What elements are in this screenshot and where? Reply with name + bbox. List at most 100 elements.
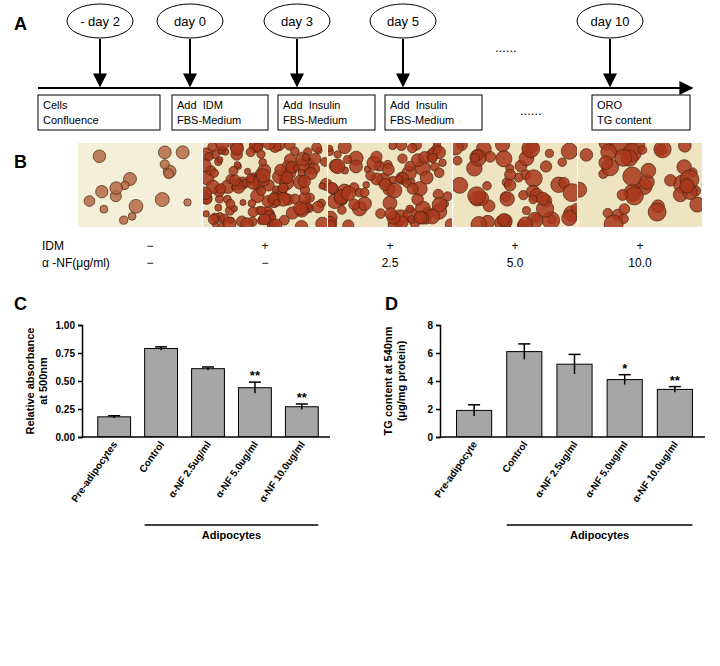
y-tick: 1.00 [56,320,82,331]
figure: ABCD- day 2CellsConfluenceday 0Add IDMFB… [0,0,720,666]
lipid-droplet [382,164,394,176]
y-tick-label: 2 [427,404,433,415]
y-axis-title: TG content at 540nm [382,326,394,435]
timeline-axis [38,87,692,89]
step-arrow [402,39,404,86]
x-axis: Pre-adipocyteControlα-NF 2.5ug/mlα-NF 5.… [432,437,705,504]
lipid-droplet [414,211,426,223]
lipid-droplet [244,168,250,174]
lipid-droplet [184,199,191,206]
y-tick-mark [78,409,82,411]
step-arrow [296,39,298,86]
error-bar-stem [254,382,256,393]
lipid-droplet [270,214,276,220]
lipid-droplet [281,172,293,184]
lipid-droplet [270,219,282,227]
lipid-droplet [158,146,171,159]
panel-label: B [14,152,27,172]
lipid-droplet [210,169,218,177]
lipid-droplet [240,199,246,205]
row-label: IDM [42,239,64,253]
lipid-droplet [257,169,271,183]
lipid-droplet [231,143,244,155]
lipid-droplet [471,153,480,162]
lipid-droplet [312,143,322,152]
day-label: day 10 [590,14,629,29]
lipid-droplet [328,216,337,227]
day-oval [370,4,436,38]
lipid-droplet [407,183,418,194]
micrograph-background [78,143,202,227]
error-bar [518,344,530,359]
lipid-droplet [679,143,692,152]
lipid-droplet [496,151,512,167]
micrograph-background [453,143,577,227]
step-arrow [99,39,101,86]
lipid-droplet [389,143,397,150]
error-bar-stem [624,375,626,385]
lipid-droplet [155,193,169,207]
row-value: + [636,239,643,253]
x-tick-label: α-NF 10.0ug/ml [257,439,307,504]
day-oval [157,4,223,38]
lipid-droplet [312,201,324,213]
error-bar-cap [155,346,167,348]
lipid-droplet [290,194,300,204]
lipid-droplet [234,162,241,169]
day-label: day 5 [387,14,419,29]
lipid-droplet [428,153,438,163]
y-tick-mark [78,325,82,327]
step-text: Cells [43,99,68,111]
y-tick-label: 4 [427,376,433,387]
lipid-droplet [498,214,510,226]
x-tick-label: α-NF 5.0ug/ml [583,439,630,500]
lipid-droplet [690,197,702,212]
panel-label: A [14,14,27,34]
y-tick: 6 [427,348,440,359]
lipid-droplet [215,204,222,211]
lipid-droplet [385,208,397,220]
group-label: Adipocytes [570,529,629,541]
y-tick-label: 6 [427,348,433,359]
micrograph [578,143,702,227]
y-axis-line [436,326,441,438]
error-bar-cap [468,404,480,406]
lipid-droplet [505,169,516,180]
step-text: Confluence [43,114,99,126]
micrograph-background [328,143,452,227]
lipid-droplet [420,171,433,184]
lipid-droplet [328,182,338,193]
x-axis-line [440,436,705,438]
lipid-droplet [434,168,444,178]
row-value: + [386,239,393,253]
y-tick-label: 0 [427,432,433,443]
lipid-droplet [485,151,496,162]
error-bar-cap [569,354,581,356]
lipid-droplet [93,150,106,163]
x-axis: Pre-adipocytesControlα-NF 2.5ug/mlα-NF 5… [69,437,330,504]
lipid-droplet [293,165,299,171]
x-tick-label: α-NF 5.0ug/ml [213,439,260,500]
step-box [385,95,482,130]
error-bar-stem [524,344,526,359]
lipid-droplet [580,149,593,162]
lipid-droplet [128,212,136,220]
error-bar [619,375,631,385]
lipid-droplet [529,195,537,203]
lipid-droplet [665,174,677,186]
lipid-droplet [536,192,549,205]
lipid-droplet [405,161,415,171]
lipid-droplet [343,155,351,163]
row-value: − [261,256,268,270]
y-tick-mark [78,353,82,355]
micrograph-background [578,143,702,227]
lipid-droplet [540,161,551,172]
y-axis-title: Relative absorbance [24,328,36,435]
lipid-droplet [623,167,642,186]
x-tick: α-NF 10.0ug/ml [630,439,680,504]
step-text: FBS-Medium [390,114,454,126]
y-tick-mark [436,381,440,383]
lipid-droplet [366,171,375,180]
panel-label: C [14,294,27,314]
x-tick: Control [500,439,530,475]
